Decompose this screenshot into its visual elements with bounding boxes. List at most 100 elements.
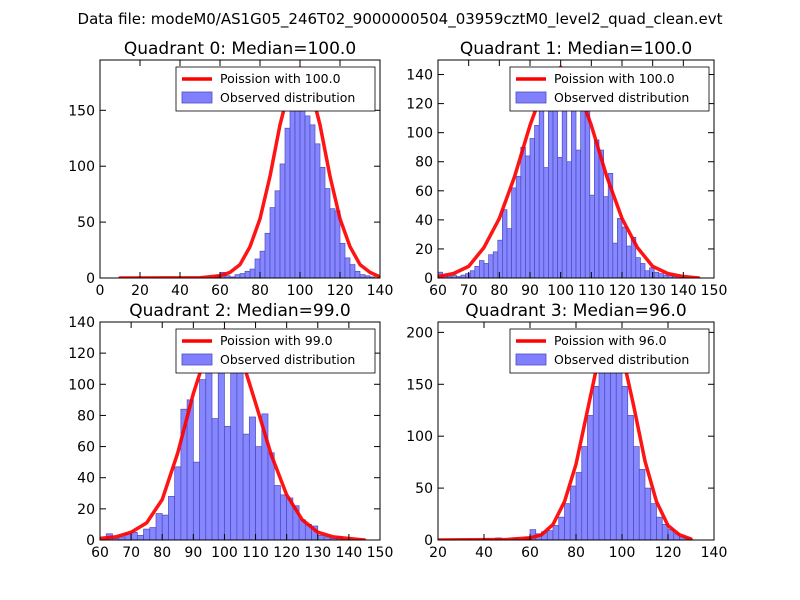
y-tick-label: 50 <box>77 215 95 231</box>
histogram-bar <box>280 494 288 540</box>
histogram-bar <box>469 270 476 278</box>
histogram-bar <box>569 485 577 540</box>
histogram-bar <box>354 270 361 278</box>
histogram-bar <box>267 452 275 540</box>
histogram-bar <box>534 125 540 278</box>
plot-frame <box>99 321 381 541</box>
histogram-bar <box>520 146 526 278</box>
histogram-bar <box>299 98 306 278</box>
histogram-bar <box>607 173 614 278</box>
subplot-grid: Quadrant 0: Median=100.00 20 40 60 80 100 120 1… <box>68 39 727 561</box>
x-tick-label: 150 <box>367 545 394 561</box>
x-tick-label: 60 <box>521 545 539 561</box>
histogram-bar <box>339 242 346 278</box>
x-tick-label: 20 <box>429 545 447 561</box>
histogram-bar <box>329 208 336 278</box>
histogram-bar <box>205 355 213 540</box>
legend-box <box>175 66 376 112</box>
y-tick-label: 140 <box>68 315 95 331</box>
x-tick-label: 60 <box>91 545 109 561</box>
histogram-bar <box>557 157 563 278</box>
histogram-bar <box>349 264 356 278</box>
histogram-bar <box>236 352 244 540</box>
x-tick-label: 80 <box>567 545 585 561</box>
histogram-bar <box>658 273 664 278</box>
histogram-bar <box>621 386 629 540</box>
histogram-bar <box>259 250 266 278</box>
legend: Poission with 100.0 Observed distribution <box>175 66 376 112</box>
x-tick-label: 130 <box>304 545 331 561</box>
legend: Poission with 100.0 Observed distribution <box>509 66 710 112</box>
histogram-bar <box>543 167 549 278</box>
histogram-bar <box>224 425 232 540</box>
histogram-bar <box>242 433 250 540</box>
legend: Poission with 99.0 Observed distribution <box>175 328 376 374</box>
x-tick-label: 140 <box>701 545 728 561</box>
legend: Poission with 96.0 Observed distribution <box>509 328 710 374</box>
y-tick-label: 40 <box>77 471 95 487</box>
histogram-bar <box>249 268 256 278</box>
histogram-bar <box>483 263 489 278</box>
histogram-bar <box>633 446 640 540</box>
histogram-bar <box>653 271 660 278</box>
x-tick-label: 90 <box>184 545 202 561</box>
y-tick-label: 100 <box>68 377 95 393</box>
histogram-bar <box>344 257 351 278</box>
histogram-bar <box>538 94 545 278</box>
x-tick-label: 100 <box>547 283 574 299</box>
histogram-bar <box>552 525 560 540</box>
histogram-bar <box>626 245 632 278</box>
histogram-bar <box>314 143 321 278</box>
x-tick-label: 100 <box>211 545 238 561</box>
y-tick-label: 60 <box>77 440 95 456</box>
legend-bar-label: Observed distribution <box>554 352 689 367</box>
x-tick-label: 60 <box>211 283 229 299</box>
histogram-bar <box>174 466 182 540</box>
histogram-bar <box>612 242 618 278</box>
histogram-bar <box>497 239 503 278</box>
x-tick-label: 140 <box>670 283 697 299</box>
histogram-bar <box>492 251 499 278</box>
legend-bar-label: Observed distribution <box>554 90 689 105</box>
x-tick-label: 110 <box>242 545 269 561</box>
legend-line-label: Poission with 99.0 <box>220 333 333 348</box>
histogram-bar <box>269 207 276 278</box>
y-tick-label: 100 <box>406 429 433 445</box>
histogram-bar <box>264 232 271 278</box>
histogram-bars <box>105 330 344 540</box>
histogram-bar <box>317 534 325 540</box>
legend-box <box>509 328 710 374</box>
legend-bar-swatch <box>181 353 213 366</box>
histogram-bar <box>161 514 169 540</box>
histogram-bar <box>149 527 157 540</box>
panel-title: Quadrant 0: Median=100.0 <box>124 39 356 59</box>
y-tick-label: 50 <box>415 481 433 497</box>
histogram-bar <box>594 139 600 278</box>
legend-line-label: Poission with 96.0 <box>554 333 667 348</box>
histogram-bar <box>589 194 595 278</box>
y-tick-label: 140 <box>406 68 433 84</box>
panel-title: Quadrant 3: Median=96.0 <box>465 301 687 321</box>
histogram-bar <box>284 127 291 278</box>
x-tick-label: 70 <box>460 283 478 299</box>
x-tick-label: 120 <box>609 283 636 299</box>
histogram-bar <box>244 270 251 278</box>
panel-title: Quadrant 2: Median=99.0 <box>129 301 351 321</box>
histogram-bar <box>638 469 646 540</box>
histogram-bar <box>324 188 331 278</box>
histogram-bar <box>635 257 641 278</box>
y-tick-label: 200 <box>406 325 433 341</box>
x-tick-label: 100 <box>287 283 314 299</box>
histogram-bar <box>529 138 535 278</box>
x-tick-label: 60 <box>429 283 447 299</box>
y-tick-label: 0 <box>424 271 433 287</box>
x-tick-label: 130 <box>639 283 666 299</box>
legend-bar-label: Observed distribution <box>220 352 355 367</box>
histogram-bar <box>186 399 194 540</box>
x-tick-label: 150 <box>701 283 728 299</box>
x-tick-label: 120 <box>655 545 682 561</box>
y-tick-label: 0 <box>424 533 433 549</box>
histogram-bar <box>566 161 572 278</box>
histogram-bar <box>273 485 281 540</box>
x-tick-label: 120 <box>273 545 300 561</box>
